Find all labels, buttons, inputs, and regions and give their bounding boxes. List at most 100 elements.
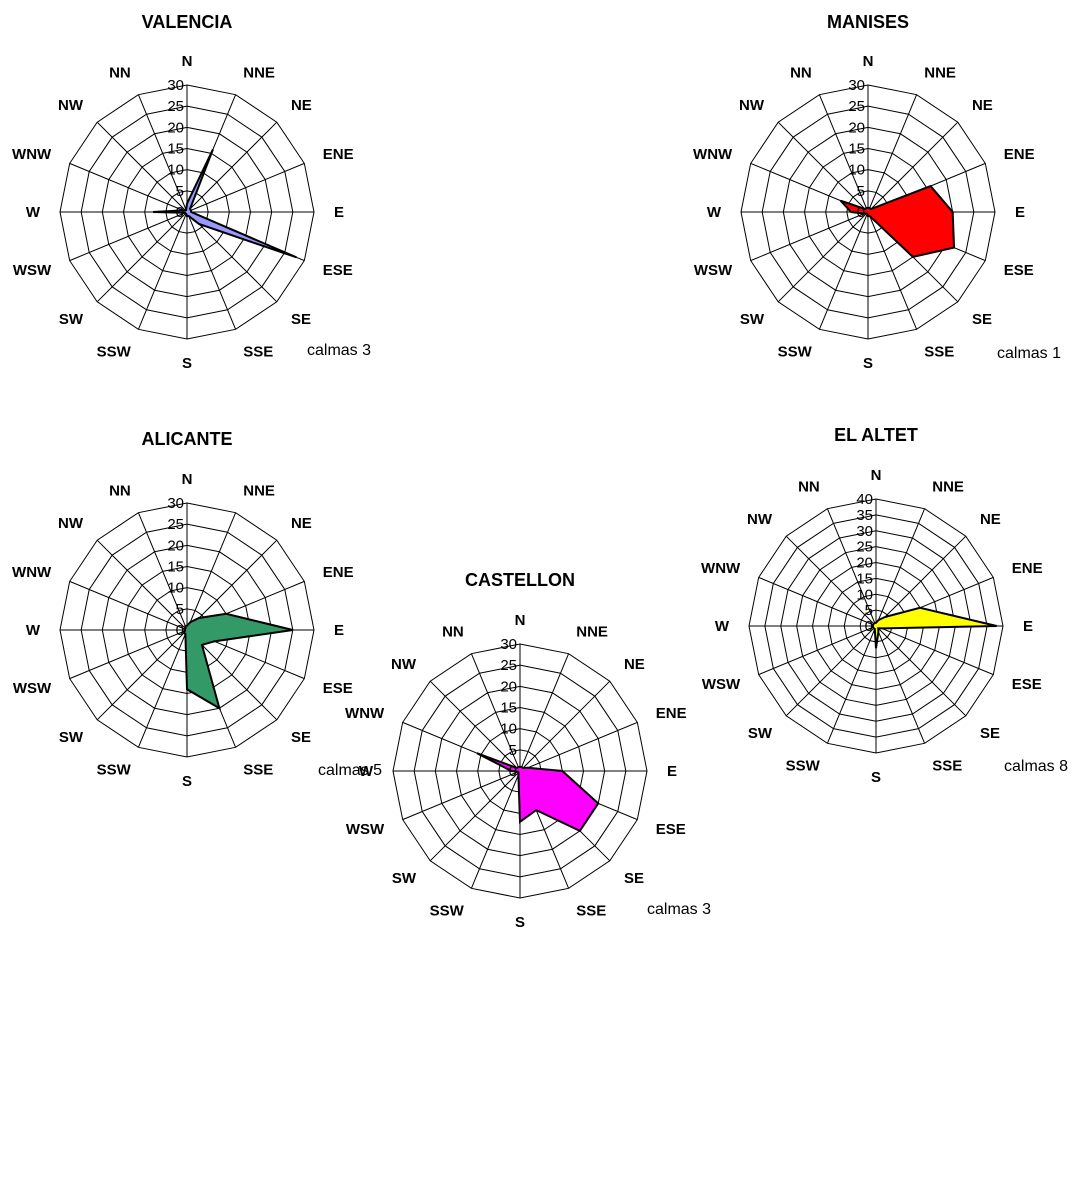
manises-tick-label: 15 xyxy=(848,141,865,158)
valencia-tick-label: 0 xyxy=(176,204,184,221)
manises-tick-label: 20 xyxy=(848,119,865,136)
manises-tick-label: 25 xyxy=(848,98,865,115)
valencia-direction-label: NN xyxy=(109,64,131,81)
alicante-spoke xyxy=(137,629,188,748)
castellon-direction-label: NE xyxy=(624,656,645,673)
valencia-direction-label: WSW xyxy=(13,262,52,279)
manises-spoke xyxy=(777,211,869,303)
valencia-direction-label: S xyxy=(182,355,192,372)
alicante-calmas-label: calmas 5 xyxy=(318,762,382,779)
castellon-spoke xyxy=(402,770,521,821)
el-altet-direction-label: SSE xyxy=(932,758,962,775)
el-altet-direction-label: W xyxy=(715,618,730,635)
manises-wind-rose: MANISES 0 5 10 15 20 25 30 N NNE NE ENE E ESE SE SSE S SS… xyxy=(693,12,1061,372)
valencia-tick-label: 5 xyxy=(176,183,184,200)
valencia-spoke xyxy=(186,211,237,330)
el-altet-direction-label: WNW xyxy=(701,560,741,577)
el-altet-direction-label: NNE xyxy=(932,478,964,495)
manises-spoke xyxy=(867,211,918,330)
el-altet-spoke xyxy=(875,625,967,717)
el-altet-direction-label: NE xyxy=(980,511,1001,528)
castellon-direction-label: SW xyxy=(392,870,417,887)
el-altet-direction-label: E xyxy=(1023,618,1033,635)
valencia-direction-label: NNE xyxy=(243,64,275,81)
alicante-direction-label: NN xyxy=(109,482,131,499)
valencia-tick-label: 15 xyxy=(167,141,184,158)
el-altet-direction-label: WSW xyxy=(702,676,741,693)
el-altet-spoke xyxy=(758,576,877,627)
alicante-spoke xyxy=(96,629,188,721)
valencia-spoke xyxy=(137,94,188,213)
manises-direction-label: SSE xyxy=(924,344,954,361)
alicante-series-area xyxy=(182,612,294,711)
el-altet-direction-label: NW xyxy=(747,511,773,528)
alicante-direction-label: W xyxy=(26,622,41,639)
castellon-calmas-label: calmas 3 xyxy=(647,901,711,918)
alicante-spoke xyxy=(69,580,188,631)
alicante-spoke xyxy=(186,512,237,631)
valencia-direction-label: SSE xyxy=(243,344,273,361)
alicante-spoke xyxy=(186,539,278,631)
valencia-spoke xyxy=(137,211,188,330)
el-altet-tick-label: 40 xyxy=(856,491,873,508)
castellon-spoke xyxy=(470,653,521,772)
alicante-direction-label: E xyxy=(334,622,344,639)
castellon-direction-label: WNW xyxy=(345,705,385,722)
alicante-direction-label: SE xyxy=(291,729,311,746)
el-altet-tick-label: 25 xyxy=(856,539,873,556)
valencia-direction-label: N xyxy=(182,53,193,70)
alicante-direction-label: SW xyxy=(59,729,84,746)
manises-direction-label: S xyxy=(863,355,873,372)
castellon-tick-label: 15 xyxy=(500,700,517,717)
alicante-direction-label: WSW xyxy=(13,680,52,697)
el-altet-series-area xyxy=(871,606,997,649)
castellon-spoke xyxy=(519,653,570,772)
manises-direction-label: SW xyxy=(740,311,765,328)
el-altet-tick-label: 35 xyxy=(856,507,873,524)
valencia-direction-label: W xyxy=(26,204,41,221)
castellon-tick-label: 20 xyxy=(500,678,517,695)
manises-direction-label: ENE xyxy=(1004,146,1035,163)
manises-series-area xyxy=(839,184,956,258)
el-altet-spoke xyxy=(826,508,877,627)
alicante-spoke xyxy=(96,539,188,631)
castellon-tick-label: 10 xyxy=(500,721,517,738)
el-altet-direction-label: NN xyxy=(798,478,820,495)
valencia-spoke xyxy=(69,162,188,213)
el-altet-direction-label: S xyxy=(871,769,881,786)
castellon-direction-label: W xyxy=(359,763,374,780)
el-altet-tick-label: 20 xyxy=(856,555,873,572)
castellon-spoke xyxy=(519,680,611,772)
castellon-direction-label: SE xyxy=(624,870,644,887)
el-altet-spoke xyxy=(875,625,994,676)
castellon-wind-rose: CASTELLON 0 5 10 15 20 25 30 N NNE NE ENE E ESE SE SSE S… xyxy=(345,570,711,931)
manises-tick-label: 30 xyxy=(848,77,865,94)
castellon-direction-label: E xyxy=(667,763,677,780)
manises-direction-label: NNE xyxy=(924,64,956,81)
alicante-direction-label: NNE xyxy=(243,482,275,499)
el-altet-tick-label: 30 xyxy=(856,523,873,540)
castellon-direction-label: N xyxy=(515,612,526,629)
el-altet-direction-label: ESE xyxy=(1012,676,1042,693)
alicante-direction-label: WNW xyxy=(12,564,52,581)
el-altet-tick-label: 15 xyxy=(856,570,873,587)
alicante-direction-label: ESE xyxy=(323,680,353,697)
el-altet-spoke xyxy=(826,625,877,744)
alicante-direction-label: ENE xyxy=(323,564,354,581)
manises-direction-label: ESE xyxy=(1004,262,1034,279)
manises-direction-label: WNW xyxy=(693,146,733,163)
el-altet-title: EL ALTET xyxy=(834,425,918,445)
castellon-direction-label: SSE xyxy=(576,903,606,920)
valencia-spoke xyxy=(96,211,188,303)
el-altet-tick-label: 5 xyxy=(865,602,873,619)
alicante-direction-label: S xyxy=(182,773,192,790)
valencia-spoke xyxy=(186,211,278,303)
el-altet-spoke xyxy=(875,535,967,627)
castellon-direction-label: SSW xyxy=(430,903,465,920)
valencia-calmas-label: calmas 3 xyxy=(307,342,371,359)
castellon-direction-label: WSW xyxy=(346,821,385,838)
manises-spoke xyxy=(867,121,959,213)
alicante-tick-label: 0 xyxy=(176,622,184,639)
